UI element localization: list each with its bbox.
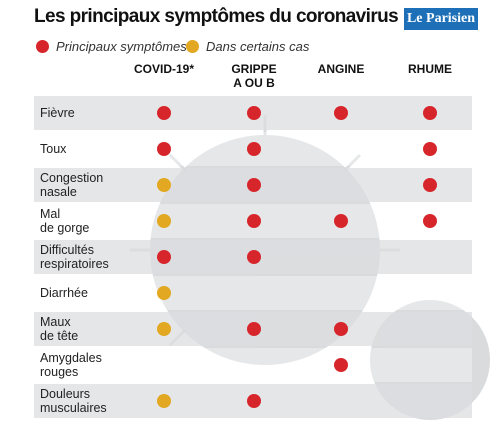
symptom-dot [247,106,261,120]
symptom-dot [247,250,261,264]
legend-dot [36,40,49,53]
row-label: Difficultés respiratoires [40,243,109,271]
symptom-dot [157,178,171,192]
symptom-dot [247,322,261,336]
row-label: Douleurs musculaires [40,387,107,415]
row-label: Maux de tête [40,315,79,343]
symptom-dot [247,394,261,408]
symptom-dot [334,214,348,228]
symptom-dot [247,142,261,156]
column-header: COVID-19* [133,62,195,76]
row-label: Mal de gorge [40,207,90,235]
row-label: Toux [40,142,67,156]
symptom-dot [157,286,171,300]
symptom-dot [157,394,171,408]
symptom-dot [157,214,171,228]
row-label: Amygdales rouges [40,351,102,379]
legend-dot [186,40,199,53]
row-label: Fièvre [40,106,75,120]
symptom-dot [247,178,261,192]
column-header: GRIPPE A OU B [231,62,277,90]
symptom-dot [334,358,348,372]
row-label: Diarrhée [40,286,88,300]
row-background [34,276,472,310]
legend-label: Principaux symptômes [56,39,187,54]
column-header: RHUME [408,62,452,76]
symptom-dot [334,322,348,336]
symptom-dot [423,106,437,120]
legend-label: Dans certains cas [206,39,310,54]
column-header: ANGINE [317,62,365,76]
symptom-dot [423,214,437,228]
symptom-dot [247,214,261,228]
symptom-dot [157,322,171,336]
symptom-dot [423,178,437,192]
row-label: Congestion nasale [40,171,104,199]
symptom-dot [334,106,348,120]
row-background [34,348,472,382]
symptom-dot [157,250,171,264]
title: Les principaux symptômes du coronavirus [34,6,399,27]
symptom-dot [423,142,437,156]
symptom-dot [157,142,171,156]
logo: Le Parisien [404,8,478,30]
symptom-dot [157,106,171,120]
